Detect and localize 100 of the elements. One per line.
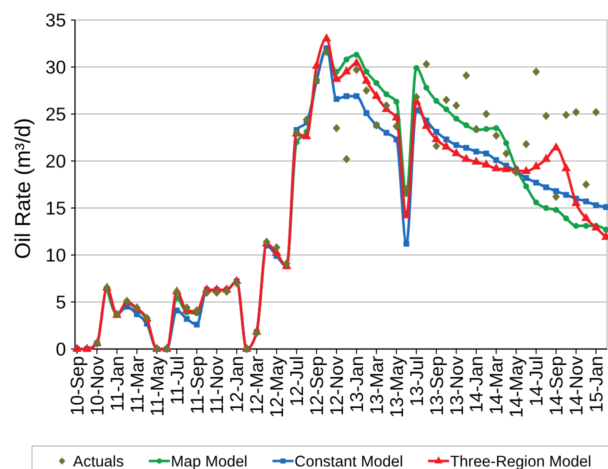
x-tick-label: 10-Sep [66,356,88,416]
point [332,74,342,82]
point [392,112,402,120]
point [82,344,92,352]
y-tick-label: 20 [45,150,66,172]
point [322,33,332,42]
point [403,240,410,247]
point [212,288,221,297]
point [422,120,432,129]
x-tick-label: 11-Nov [206,355,228,414]
point [393,98,400,105]
x-tick-label: 15-Jan [586,356,607,413]
x-tick-label: 11-Jan [106,356,128,412]
point [184,316,190,322]
point [432,142,440,150]
x-tick-label: 14-Sep [546,356,567,416]
point [503,140,510,146]
x-tick-label: 11-Jul [166,356,188,406]
point [344,93,350,100]
point [433,128,440,135]
x-tick-label: 10-Nov [86,355,108,416]
point [463,144,470,151]
point [452,101,460,110]
x-tick-label: 12-May [266,355,288,418]
point [232,278,241,288]
point [432,134,442,142]
x-tick-label: 12-Jul [286,356,308,406]
point [521,166,531,174]
point [422,60,430,68]
x-tick-label: 13-May [386,355,407,418]
x-tick-label: 14-Jul [526,356,547,406]
point [522,140,530,148]
point [362,86,370,95]
point [174,308,180,314]
point [571,198,581,206]
point [382,101,390,110]
point [384,130,390,136]
point [542,112,550,120]
point [512,168,520,177]
y-tick-label: 10 [45,244,66,266]
point [134,311,140,318]
point [531,161,541,170]
x-tick-label: 14-May [506,355,527,418]
point [483,150,490,156]
legend-label: Actuals [73,453,124,469]
x-tick-label: 12-Jan [226,356,248,413]
point [573,222,580,229]
point [463,122,470,128]
point [272,243,280,252]
point [352,58,362,66]
point [483,126,490,132]
point [453,142,460,148]
point [302,115,310,124]
x-tick-label: 12-Sep [306,356,328,416]
point [433,98,440,104]
point [222,287,231,296]
point [462,154,471,162]
point [442,141,451,150]
point [523,175,530,181]
point [373,80,380,86]
point [472,156,481,165]
point [332,124,340,132]
point [502,164,511,172]
point [563,215,570,222]
x-tick-label: 13-Jan [346,356,367,413]
x-tick-label: 13-Jul [406,356,427,406]
x-tick-label: 14-Mar [486,356,507,415]
y-tick-label: 5 [56,291,66,312]
point [472,124,480,134]
point [202,288,211,297]
point [362,76,372,84]
point [583,222,590,229]
point [342,66,352,74]
x-tick-label: 11-May [146,355,168,416]
point [462,71,470,80]
y-axis-title: Oil Rate (m³/d) [11,118,35,259]
point [423,84,430,91]
point [482,110,490,118]
point [383,91,390,98]
point [473,148,480,155]
point [532,67,540,76]
x-tick-label: 12-Mar [246,356,268,415]
y-tick-label: 30 [45,56,66,78]
point [72,344,82,352]
point [392,122,400,130]
point [344,56,350,62]
point [452,148,461,156]
point [352,66,360,74]
point [342,154,350,164]
point [582,180,590,189]
point [442,96,450,104]
point [533,199,540,206]
point [523,183,530,190]
point [603,204,608,210]
x-tick-label: 11-Mar [126,356,148,414]
y-tick-label: 25 [45,103,66,124]
point [543,184,550,190]
point [402,184,410,194]
point [592,108,600,116]
point [312,60,322,69]
